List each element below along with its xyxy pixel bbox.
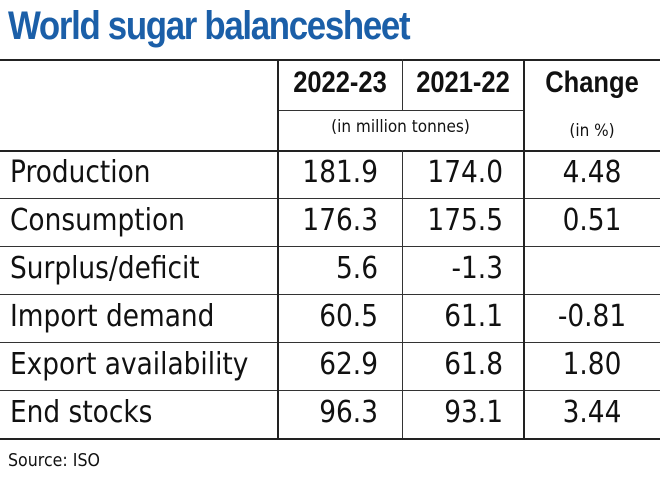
col-header-2022-23: 2022-23 (293, 66, 387, 99)
value-change: 1.80 (562, 347, 622, 382)
col-header-change: Change (545, 66, 639, 99)
value-2022-23: 62.9 (319, 347, 378, 382)
change-unit-note: (in %) (569, 121, 615, 141)
value-change: -0.81 (557, 299, 627, 334)
col-divider-1 (277, 59, 279, 440)
row-label: Consumption (10, 203, 185, 238)
value-2022-23: 96.3 (319, 395, 378, 430)
value-2022-23: 181.9 (302, 155, 378, 190)
value-change: 0.51 (562, 203, 622, 238)
value-2021-22: 93.1 (444, 395, 503, 430)
rule-header-mid (278, 110, 524, 111)
value-2021-22: 174.0 (427, 155, 503, 190)
row-label: Export availability (10, 347, 249, 382)
rule-header-bottom (0, 150, 660, 152)
col-divider-3 (523, 59, 525, 440)
rule-row-2 (0, 246, 660, 247)
unit-note: (in million tonnes) (331, 117, 470, 137)
rule-row-4 (0, 342, 660, 343)
rule-row-1 (0, 198, 660, 199)
rule-bottom (0, 438, 660, 440)
value-2021-22: -1.3 (451, 251, 503, 286)
value-2022-23: 5.6 (336, 251, 378, 286)
row-label: Production (10, 155, 151, 190)
row-label: Surplus/deficit (10, 251, 200, 286)
rule-top (0, 59, 660, 61)
rule-row-3 (0, 294, 660, 295)
row-label: End stocks (10, 395, 153, 430)
row-label: Import demand (10, 299, 215, 334)
table-title: World sugar balancesheet (8, 4, 411, 48)
value-2021-22: 61.8 (444, 347, 503, 382)
col-header-2021-22: 2021-22 (416, 66, 510, 99)
value-2021-22: 175.5 (427, 203, 503, 238)
rule-row-5 (0, 390, 660, 391)
value-2022-23: 176.3 (302, 203, 378, 238)
value-2022-23: 60.5 (319, 299, 378, 334)
value-2021-22: 61.1 (444, 299, 503, 334)
value-change: 3.44 (562, 395, 622, 430)
col-divider-2 (402, 59, 403, 110)
source-note: Source: ISO (8, 450, 100, 471)
value-change: 4.48 (562, 155, 622, 190)
col-divider-2b (402, 150, 403, 438)
